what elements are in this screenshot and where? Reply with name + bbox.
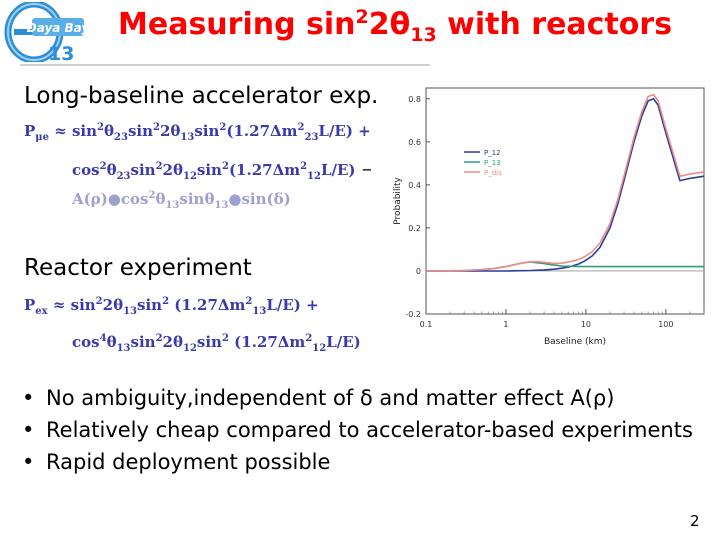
y-axis-label: Probability	[393, 177, 403, 225]
probability-plot: -0.2 0 0.2 0.4 0.6 0.8 0.1 1 10 100 Baseline (km) P…	[386, 80, 720, 372]
legend-label: P_12	[484, 149, 501, 157]
reactor-formula-line-1: Pex ≈ sin22θ13sin2 (1.27Δm213L/E) +	[24, 296, 319, 317]
y-tick-label: 0.8	[408, 95, 421, 104]
x-tick-label: 0.1	[420, 320, 433, 329]
legend-label: P_13	[484, 159, 501, 167]
title-underline	[20, 64, 430, 66]
y-tick-label: -0.2	[405, 310, 421, 319]
page-number: 2	[690, 512, 700, 530]
legend-label: P_dis	[484, 169, 502, 177]
y-tick-label: 0.2	[408, 224, 421, 233]
x-tick-label: 100	[658, 320, 673, 329]
series-line-p-12	[426, 97, 705, 272]
bullet-item: Relatively cheap compared to accelerator…	[20, 414, 710, 446]
y-tick-label: 0.4	[408, 181, 421, 190]
x-axis-label: Baseline (km)	[544, 337, 606, 347]
svg-text:13: 13	[48, 43, 74, 62]
daya-bay-logo: Daya Bay 13	[4, 0, 112, 65]
logo-text: Daya Bay	[27, 21, 91, 35]
x-tick-label: 1	[503, 320, 508, 329]
probability-plot-svg: -0.2 0 0.2 0.4 0.6 0.8 0.1 1 10 100 Baseline (km) P…	[393, 87, 705, 347]
accelerator-formula-line-1: Pμe ≈ sin2θ23sin22θ13sin2(1.27Δm223L/E) …	[24, 122, 371, 143]
accelerator-formula-line-3: A(ρ)●cos2θ13sinθ13●sin(δ)	[72, 190, 291, 211]
bullet-item: No ambiguity,independent of δ and matter…	[20, 382, 710, 414]
reactor-formula-line-2: cos4θ13sin22θ12sin2 (1.27Δm212L/E)	[72, 333, 361, 354]
y-tick-label: 0.6	[408, 138, 421, 147]
accelerator-heading: Long-baseline accelerator exp.	[24, 83, 379, 109]
plot-frame	[425, 87, 705, 315]
accelerator-formula-line-2: cos2θ23sin22θ12sin2(1.27Δm212L/E) –	[72, 156, 372, 182]
bullet-list: No ambiguity,independent of δ and matter…	[20, 382, 710, 478]
y-tick-label: 0	[416, 267, 421, 276]
x-tick-label: 10	[581, 320, 591, 329]
bullet-item: Rapid deployment possible	[20, 446, 710, 478]
slide-title: Measuring sin22θ13 with reactors	[118, 6, 673, 46]
reactor-heading: Reactor experiment	[24, 255, 252, 281]
series-line-p-dis	[425, 93, 705, 272]
